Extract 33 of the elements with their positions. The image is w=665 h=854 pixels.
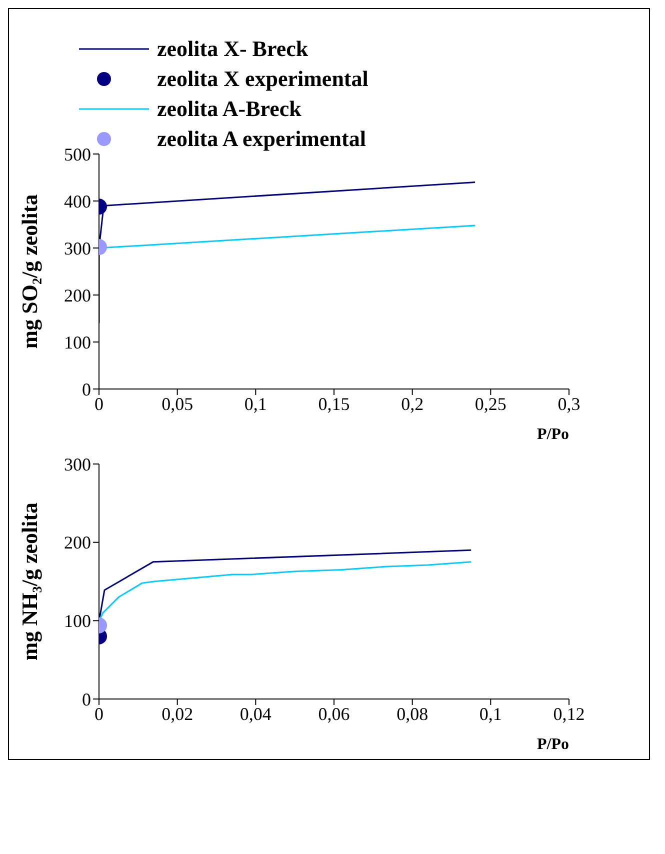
x-tick-label: 0,02 (162, 704, 194, 724)
x-axis-title: P/Po (537, 736, 569, 753)
x-tick-label: 0,1 (479, 704, 502, 724)
y-tick-label: 100 (64, 332, 91, 352)
legend-label: zeolita A experimental (157, 126, 366, 152)
x-tick-label: 0 (94, 394, 104, 414)
legend-label: zeolita X experimental (157, 66, 368, 92)
y-axis-title: mg NH₃/g zeolita (16, 502, 42, 661)
y-tick-label: 400 (64, 191, 91, 212)
y-tick-label: 0 (82, 379, 91, 400)
x-tick-label: 0,12 (553, 704, 585, 724)
x-tick-label: 0,2 (401, 394, 424, 414)
x-tick-label: 0 (94, 704, 104, 724)
y-tick-label: 300 (64, 454, 91, 474)
y-axis-title: mg SO₂/g zeolita (16, 194, 42, 349)
y-tick-label: 200 (64, 285, 91, 306)
x-axis-title: P/Po (537, 426, 569, 443)
x-tick-label: 0,06 (318, 704, 350, 724)
x-tick-label: 0,08 (396, 704, 428, 724)
x-tick-label: 0,05 (162, 394, 194, 414)
y-tick-label: 0 (82, 689, 91, 710)
x-tick-label: 0,04 (240, 704, 272, 724)
x-tick-label: 0,3 (558, 394, 580, 414)
x-tick-label: 0,15 (318, 394, 350, 414)
legend-label: zeolita X- Breck (157, 36, 308, 62)
x-tick-label: 0,25 (474, 394, 506, 414)
y-tick-label: 500 (64, 144, 91, 164)
x-tick-label: 0,1 (244, 394, 267, 414)
y-tick-label: 200 (64, 532, 91, 553)
line-series (99, 181, 476, 324)
y-tick-label: 100 (64, 611, 91, 632)
legend-label: zeolita A-Breck (157, 96, 302, 122)
y-tick-label: 300 (64, 238, 91, 258)
